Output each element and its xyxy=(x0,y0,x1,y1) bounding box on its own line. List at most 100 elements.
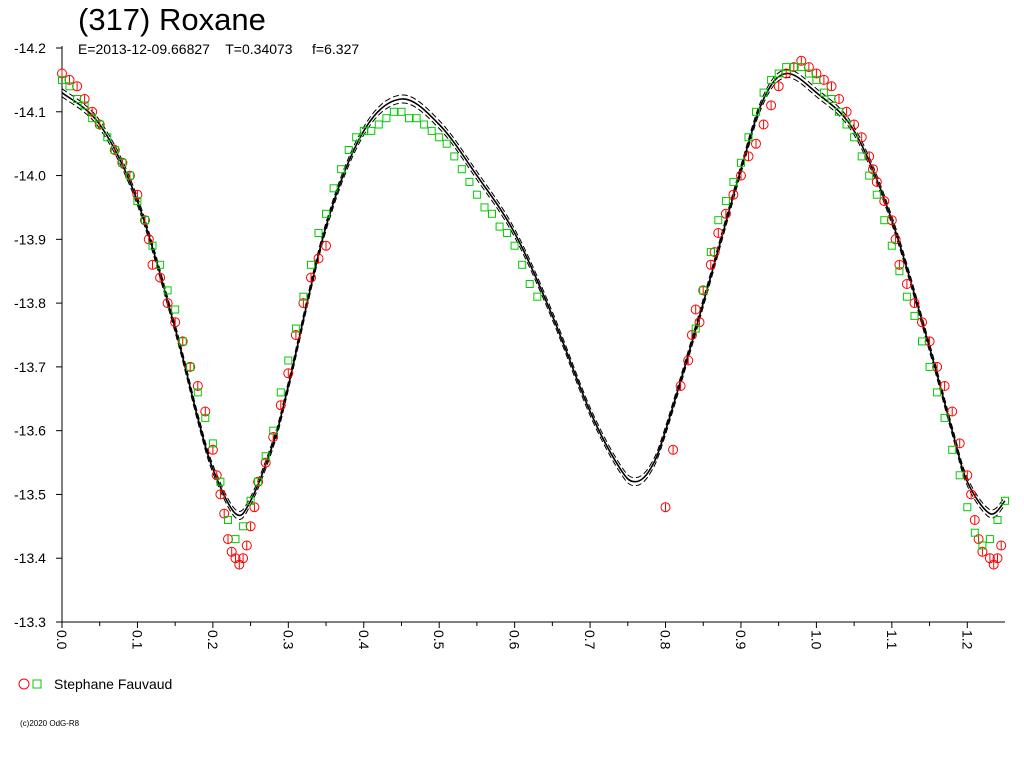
data-point-circle xyxy=(969,515,980,525)
data-point-square xyxy=(737,158,745,167)
data-point-square xyxy=(955,471,964,480)
x-tick-label: 0.7 xyxy=(582,630,598,650)
data-point-circle xyxy=(690,304,701,315)
data-point-circle xyxy=(321,240,331,251)
data-point-square xyxy=(978,541,987,550)
data-point-square xyxy=(752,107,760,116)
data-point-square xyxy=(744,133,753,142)
data-point-circle xyxy=(796,55,807,66)
data-point-square xyxy=(58,75,66,84)
data-point-circle xyxy=(57,68,67,79)
y-tick-label: -14.2 xyxy=(14,40,46,56)
data-point-square xyxy=(488,209,496,218)
y-tick-label: -13.6 xyxy=(14,423,46,439)
y-tick-label: -13.4 xyxy=(14,550,46,566)
data-point-square xyxy=(208,439,217,448)
y-tick-label: -13.7 xyxy=(14,359,46,375)
data-point-circle xyxy=(758,119,769,130)
data-point-circle xyxy=(298,298,309,309)
data-point-circle xyxy=(894,259,905,270)
data-point-circle xyxy=(939,381,950,391)
data-point-square xyxy=(352,133,361,142)
lightcurve-chart: -14.2 -14.1 -14.0 -13.9 -13.8 -13.7 -13.6 -13.5… xyxy=(14,40,1009,650)
data-point-circle xyxy=(992,553,1003,564)
data-point-circle xyxy=(720,208,731,219)
data-point-square xyxy=(133,197,142,206)
data-point-square xyxy=(141,216,149,225)
data-point-circle xyxy=(954,438,965,449)
data-point-square xyxy=(472,190,481,199)
data-point-square xyxy=(178,337,187,346)
x-tick-label: 1.2 xyxy=(959,630,975,650)
data-point-square xyxy=(925,362,934,371)
data-point-circle xyxy=(275,400,286,411)
data-point-square xyxy=(269,426,278,435)
data-point-square xyxy=(224,516,232,524)
data-point-square xyxy=(307,260,315,269)
data-point-square xyxy=(902,292,911,301)
y-tick-label: -13.5 xyxy=(14,486,46,502)
data-point-circle xyxy=(260,457,271,468)
data-point-square xyxy=(1001,496,1009,505)
data-point-square xyxy=(963,503,972,512)
data-point-square xyxy=(420,120,429,129)
data-point-square xyxy=(276,388,285,397)
data-point-square xyxy=(865,171,874,180)
data-point-square xyxy=(427,126,436,135)
data-point-square xyxy=(699,286,708,295)
data-point-circle xyxy=(917,317,927,328)
data-point-square xyxy=(186,362,195,371)
data-point-circle xyxy=(215,489,226,500)
x-tick-label: 1.0 xyxy=(808,630,824,650)
x-tick-label: 0.8 xyxy=(658,630,674,650)
data-point-circle xyxy=(909,298,920,309)
x-tick-label: 0.9 xyxy=(733,630,749,650)
data-point-square xyxy=(797,63,806,72)
data-point-square xyxy=(850,133,859,142)
y-tick-label: -14.0 xyxy=(14,168,46,184)
data-point-circle xyxy=(743,151,754,162)
data-point-square xyxy=(495,222,504,231)
data-point-square xyxy=(940,413,949,422)
data-point-circle xyxy=(705,259,716,270)
data-point-square xyxy=(103,133,112,142)
data-point-square xyxy=(842,120,851,129)
x-tick-label: 0.2 xyxy=(205,630,221,650)
x-tick-label: 0.4 xyxy=(356,630,372,650)
data-point-circle xyxy=(871,176,882,187)
data-point-square xyxy=(88,114,97,123)
data-point-circle xyxy=(996,540,1007,551)
data-point-circle xyxy=(155,272,166,283)
data-point-square xyxy=(518,260,527,269)
data-point-square xyxy=(835,107,843,116)
x-tick-label: 0.0 xyxy=(54,630,70,650)
data-point-circle xyxy=(901,279,912,289)
data-point-square xyxy=(284,356,293,365)
data-point-square xyxy=(382,114,391,123)
data-point-square xyxy=(299,292,308,301)
data-point-circle xyxy=(117,157,128,168)
y-tick-label: -14.1 xyxy=(14,104,46,120)
chart-title: (317) Roxane xyxy=(78,2,266,37)
data-point-circle xyxy=(200,406,211,417)
data-point-circle xyxy=(109,145,120,155)
data-point-square xyxy=(729,177,738,186)
data-point-square xyxy=(216,477,225,486)
data-point-circle xyxy=(185,361,196,372)
data-point-square xyxy=(110,146,119,154)
data-point-square xyxy=(337,165,346,174)
data-point-circle xyxy=(751,138,761,149)
data-point-square xyxy=(970,528,979,537)
chart-subtitle: E=2013-12-09.66827 T=0.34073 f=6.327 xyxy=(78,41,360,57)
data-point-square xyxy=(193,388,202,397)
data-point-square xyxy=(948,445,957,454)
data-point-square xyxy=(163,286,172,295)
data-point-circle xyxy=(241,540,252,551)
x-tick-label: 0.6 xyxy=(507,630,523,650)
data-point-square xyxy=(525,280,534,288)
legend: Stephane Fauvaud xyxy=(18,675,172,692)
data-point-square xyxy=(171,305,180,314)
data-point-circle xyxy=(947,406,958,417)
data-point-square xyxy=(201,413,210,422)
data-point-circle xyxy=(283,368,294,379)
